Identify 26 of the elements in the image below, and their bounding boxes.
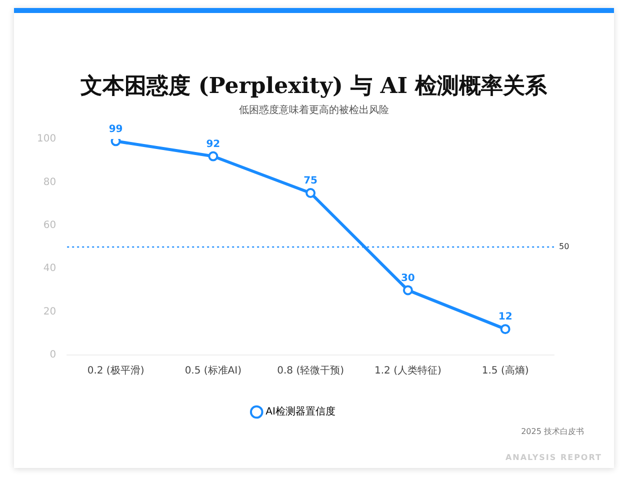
legend-label: AI检测器置信度	[266, 406, 336, 418]
point	[208, 151, 218, 162]
x-tick-label: 1.5 (高熵)	[482, 364, 529, 377]
x-tick-label: 0.2 (极平滑)	[87, 364, 144, 377]
y-tick-label: 80	[43, 176, 56, 188]
point	[402, 285, 413, 296]
x-tick-label: 0.5 (标准AI)	[184, 364, 242, 377]
y-tick-label: 0	[50, 350, 56, 361]
point	[306, 188, 316, 198]
chart-title: 文本困惑度 (Perplexity) 与 AI 检测概率关系	[80, 72, 548, 101]
data-label: 75	[304, 176, 318, 187]
y-tick-label: 100	[36, 134, 56, 145]
text: 2025 技术白皮书	[521, 426, 584, 437]
ref-line-label: 50	[559, 242, 570, 252]
y-tick-label: 20	[43, 306, 56, 318]
point	[500, 324, 510, 334]
x-tick-label: 1.2 (人类特征)	[374, 364, 442, 377]
data-label: 12	[498, 312, 512, 323]
x-tick-label: 0.8 (轻微干预)	[277, 364, 344, 377]
point	[110, 139, 121, 146]
data-label: 99	[108, 124, 123, 135]
chart-subtitle: 低困惑度意味着更高的被检出风险	[238, 104, 390, 117]
y-tick-label: 60	[43, 220, 56, 231]
data-label: 92	[206, 138, 220, 150]
data-label: 30	[400, 272, 415, 284]
y-tick-label: 40	[43, 263, 56, 274]
